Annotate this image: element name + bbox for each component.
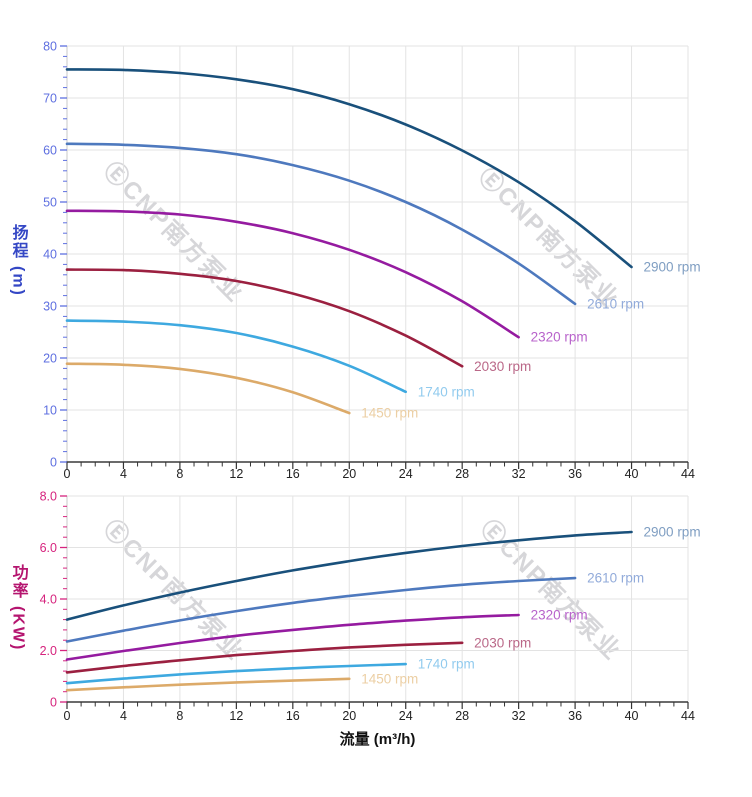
y-tick-label: 4.0 bbox=[40, 592, 57, 606]
series-label: 1450 rpm bbox=[361, 406, 418, 421]
x-tick-label: 32 bbox=[512, 467, 526, 481]
x-tick-label: 8 bbox=[176, 709, 183, 723]
x-tick-label: 4 bbox=[120, 709, 127, 723]
series-label: 1450 rpm bbox=[361, 671, 418, 686]
curve-1450-rpm bbox=[65, 362, 351, 415]
x-tick-label: 0 bbox=[64, 709, 71, 723]
y-tick-label: 30 bbox=[43, 299, 57, 313]
x-ticks: 0 4 8 12 16 20 24 28 32 36 40 44 bbox=[64, 462, 695, 481]
y-ticks: 0 10 20 30 40 50 60 70 80 bbox=[43, 39, 67, 469]
y-tick-label: 2.0 bbox=[40, 644, 57, 658]
y-tick-label: 60 bbox=[43, 143, 57, 157]
x-tick-label: 16 bbox=[286, 709, 300, 723]
x-tick-label: 24 bbox=[399, 467, 413, 481]
series-label: 2320 rpm bbox=[531, 607, 588, 622]
power-axis-unit: (KW) bbox=[9, 606, 27, 652]
curve-2610-rpm bbox=[65, 576, 577, 643]
x-tick-label: 12 bbox=[229, 467, 243, 481]
x-tick-label: 24 bbox=[399, 709, 413, 723]
y-ticks: 0 2.0 4.0 6.0 8.0 bbox=[40, 489, 67, 709]
series-label: 2030 rpm bbox=[474, 635, 531, 650]
x-tick-label: 40 bbox=[625, 709, 639, 723]
series-label: 1740 rpm bbox=[418, 384, 475, 399]
y-tick-label: 10 bbox=[43, 403, 57, 417]
y-tick-label: 80 bbox=[43, 39, 57, 53]
x-ticks: 0 4 8 12 16 20 24 28 32 36 40 44 bbox=[64, 702, 695, 723]
y-tick-label: 70 bbox=[43, 91, 57, 105]
y-tick-label: 0 bbox=[50, 455, 57, 469]
x-tick-label: 8 bbox=[176, 467, 183, 481]
series-label: 2610 rpm bbox=[587, 571, 644, 586]
curve-2900-rpm bbox=[65, 68, 633, 269]
grid-lines bbox=[67, 495, 689, 702]
head-curves-plot: 0 4 8 12 16 20 24 28 32 36 40 44 0 10 20 30 40 50 60 70 80 29… bbox=[43, 39, 700, 481]
curve-2030-rpm bbox=[65, 641, 464, 674]
x-tick-label: 40 bbox=[625, 467, 639, 481]
power-curves-plot: 0 4 8 12 16 20 24 28 32 36 40 44 0 2.0 4.0 6.0 8.0 2900 r… bbox=[40, 489, 701, 723]
x-tick-label: 0 bbox=[64, 467, 71, 481]
curve-2610-rpm bbox=[65, 142, 577, 306]
x-tick-label: 32 bbox=[512, 709, 526, 723]
x-tick-label: 36 bbox=[568, 709, 582, 723]
curve-2030-rpm bbox=[65, 268, 464, 368]
series-label: 2030 rpm bbox=[474, 359, 531, 374]
curve-2320-rpm bbox=[65, 209, 520, 339]
series-label: 1740 rpm bbox=[418, 657, 475, 672]
curve-1450-rpm bbox=[65, 677, 351, 692]
curve-1740-rpm bbox=[65, 319, 407, 394]
head-axis-title: 扬程 (m) bbox=[9, 224, 27, 297]
series-label: 2320 rpm bbox=[531, 330, 588, 345]
y-tick-label: 0 bbox=[50, 695, 57, 709]
x-tick-label: 16 bbox=[286, 467, 300, 481]
y-tick-label: 20 bbox=[43, 351, 57, 365]
curve-2320-rpm bbox=[65, 613, 520, 661]
y-tick-label: 40 bbox=[43, 247, 57, 261]
x-tick-label: 20 bbox=[342, 467, 356, 481]
x-tick-label: 12 bbox=[229, 709, 243, 723]
flow-axis-title: 流量 (m³/h) bbox=[339, 731, 416, 748]
x-tick-label: 36 bbox=[568, 467, 582, 481]
grid-lines bbox=[67, 45, 689, 462]
x-tick-label: 28 bbox=[455, 467, 469, 481]
power-axis-title-text: 功率 bbox=[9, 564, 27, 600]
x-tick-label: 4 bbox=[120, 467, 127, 481]
y-tick-label: 8.0 bbox=[40, 489, 57, 503]
head-axis-title-text: 扬程 bbox=[9, 224, 27, 260]
x-tick-label: 20 bbox=[342, 709, 356, 723]
x-tick-label: 44 bbox=[681, 467, 695, 481]
series-label: 2900 rpm bbox=[644, 525, 701, 540]
series-label: 2610 rpm bbox=[587, 296, 644, 311]
series-label: 2900 rpm bbox=[644, 260, 701, 275]
x-tick-label: 44 bbox=[681, 709, 695, 723]
curve-2900-rpm bbox=[65, 530, 633, 621]
curve-1740-rpm bbox=[65, 662, 407, 685]
power-axis-title: 功率 (KW) bbox=[9, 564, 27, 651]
y-tick-label: 6.0 bbox=[40, 541, 57, 555]
head-axis-unit: (m) bbox=[9, 266, 27, 297]
x-tick-label: 28 bbox=[455, 709, 469, 723]
y-tick-label: 50 bbox=[43, 195, 57, 209]
